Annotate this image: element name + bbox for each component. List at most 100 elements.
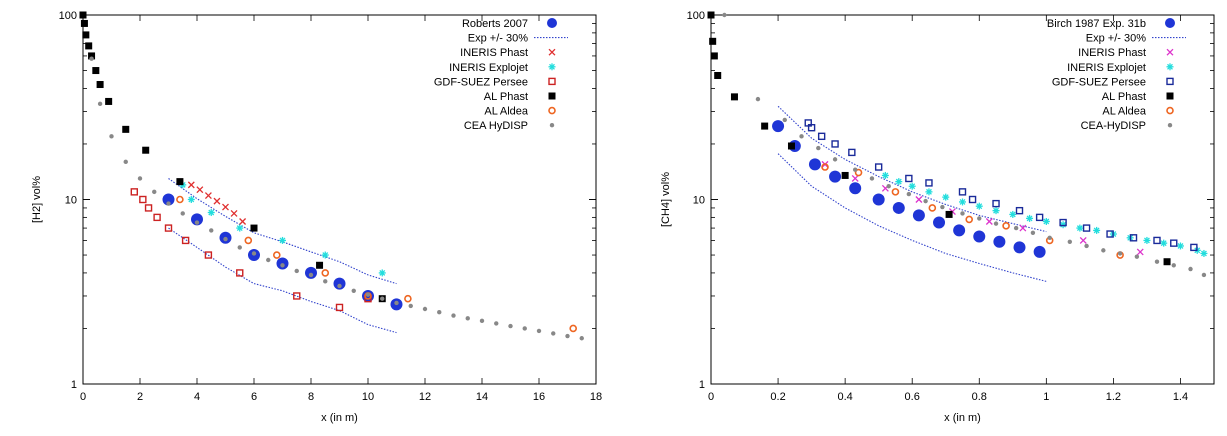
- x-tick-label: 4: [194, 391, 200, 403]
- data-point: [942, 193, 950, 201]
- data-point: [204, 251, 213, 259]
- data-point: [321, 269, 330, 277]
- data-point: [1076, 224, 1084, 232]
- cross-stroke: [1166, 48, 1174, 56]
- series-al-phast: [707, 11, 1171, 266]
- legend-swatch: [1166, 48, 1174, 56]
- asterisk-stroke: [236, 225, 243, 232]
- data-point: [710, 52, 718, 60]
- legend-swatch: [1165, 18, 1175, 28]
- data-point: [992, 207, 1000, 215]
- data-point: [912, 209, 925, 222]
- data-point: [1117, 251, 1123, 256]
- data-point: [1067, 239, 1073, 244]
- legend-label: GDF-SUEZ Persee: [1052, 76, 1146, 88]
- asterisk-stroke: [1093, 227, 1100, 234]
- data-point: [404, 294, 412, 303]
- series-ineris-explojet: [179, 181, 386, 277]
- data-point: [142, 146, 150, 154]
- data-point: [207, 209, 215, 217]
- data-point: [891, 188, 900, 196]
- legend-label: GDF-SUEZ Persee: [434, 76, 528, 88]
- legend-label: Birch 1987 Exp. 31b: [1047, 18, 1146, 30]
- data-point: [869, 176, 875, 181]
- data-point: [194, 220, 200, 225]
- data-point: [1059, 218, 1067, 227]
- data-point: [872, 193, 885, 206]
- data-point: [985, 218, 993, 225]
- cross-stroke: [239, 218, 247, 225]
- series-cea-hydisp: [89, 56, 584, 341]
- series-birch-1987-exp-31b: [772, 120, 1046, 258]
- cross-stroke: [230, 210, 238, 217]
- x-tick-label: 2: [137, 391, 143, 403]
- data-point: [923, 198, 928, 204]
- legend-label: Exp +/- 30%: [468, 33, 528, 45]
- cross-stroke: [985, 218, 993, 225]
- data-point: [1153, 236, 1161, 245]
- x-tick-label: 12: [419, 391, 431, 403]
- plot-frame: [82, 14, 597, 385]
- asterisk-stroke: [993, 207, 999, 214]
- data-point: [1201, 272, 1207, 278]
- data-point: [975, 202, 983, 210]
- data-point: [755, 96, 761, 102]
- data-point: [244, 236, 253, 245]
- y-tick-label: 1: [699, 379, 705, 391]
- data-point: [849, 182, 862, 195]
- data-point: [973, 230, 986, 243]
- data-point: [316, 261, 324, 269]
- data-point: [239, 218, 247, 225]
- data-point: [479, 318, 485, 324]
- data-point: [1035, 213, 1044, 222]
- legend-swatch: [1166, 92, 1174, 100]
- cross-stroke: [222, 203, 229, 211]
- legend-swatch: [549, 123, 555, 128]
- x-tick-label: 0.8: [972, 391, 987, 403]
- data-point: [80, 19, 88, 27]
- data-point: [1200, 249, 1208, 257]
- x-tick-label: 14: [476, 391, 488, 403]
- data-point: [176, 178, 184, 186]
- data-point: [928, 204, 937, 212]
- data-point: [848, 148, 856, 157]
- data-point: [251, 251, 257, 256]
- y-axis-label: [H2] vol%: [31, 176, 43, 223]
- data-point: [1082, 224, 1091, 232]
- x-tick-label: 1.2: [1106, 391, 1121, 403]
- data-point: [105, 97, 113, 105]
- data-point: [176, 195, 184, 204]
- data-point: [722, 12, 727, 18]
- data-point: [1084, 243, 1089, 249]
- data-point: [1190, 243, 1198, 252]
- asterisk-stroke: [1177, 243, 1184, 249]
- legend-label: CEA-HyDISP: [1081, 120, 1146, 132]
- data-point: [1106, 230, 1114, 238]
- data-point: [1163, 258, 1171, 266]
- data-point: [279, 236, 286, 244]
- x-tick-label: 8: [308, 391, 314, 403]
- x-tick-label: 18: [590, 391, 602, 403]
- y-tick-label: 10: [65, 195, 77, 207]
- x-tick-label: 0.2: [770, 391, 785, 403]
- data-point: [908, 182, 916, 190]
- data-point: [787, 142, 795, 150]
- band-line: [168, 227, 397, 334]
- data-point: [714, 71, 722, 79]
- data-point: [180, 211, 185, 216]
- data-point: [187, 196, 195, 203]
- data-point: [958, 188, 967, 196]
- legend-swatch: [547, 18, 557, 28]
- data-point: [1188, 266, 1193, 272]
- data-point: [293, 292, 301, 300]
- data-point: [977, 216, 982, 221]
- x-axis-label: x (in m): [944, 412, 981, 424]
- data-point: [378, 269, 386, 277]
- x-tick-label: 6: [251, 391, 257, 403]
- data-point: [925, 179, 933, 187]
- legend-label: INERIS Explojet: [1067, 62, 1146, 74]
- legend-label: AL Aldea: [1102, 106, 1147, 118]
- x-tick-label: 16: [533, 391, 545, 403]
- data-point: [191, 213, 203, 226]
- asterisk-stroke: [549, 63, 555, 70]
